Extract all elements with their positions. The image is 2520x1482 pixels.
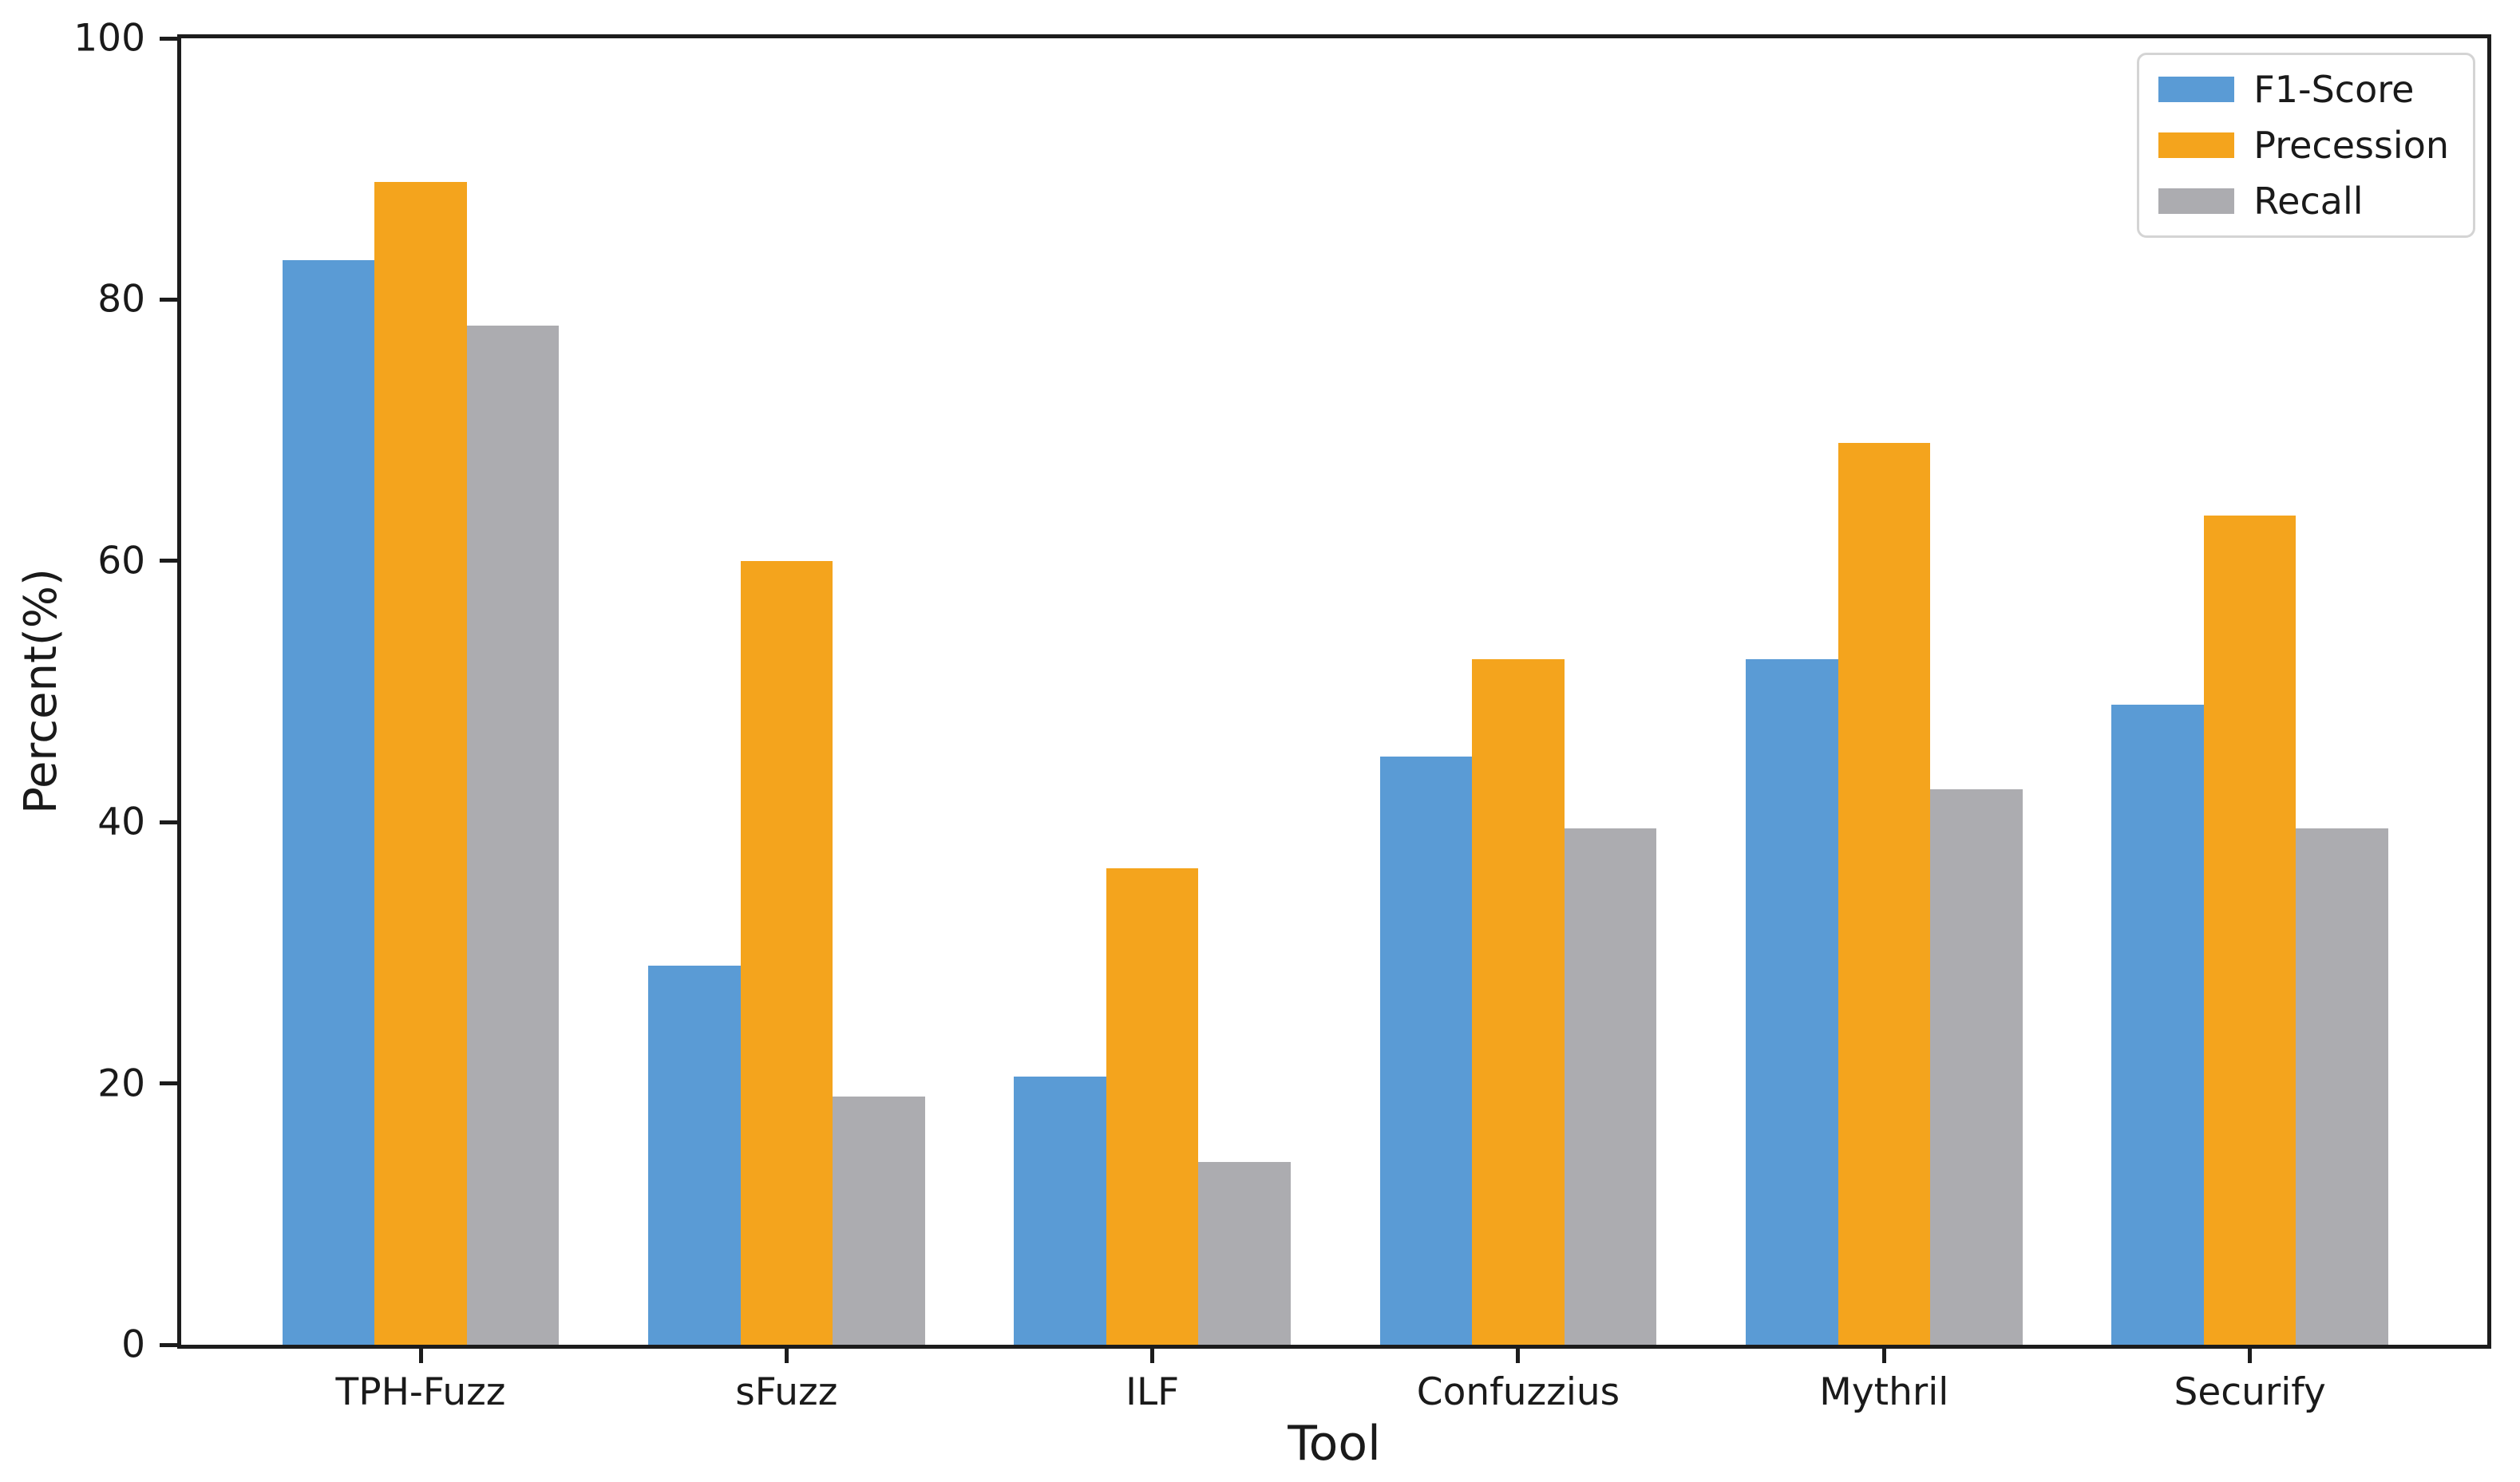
- bar-f1-score-tph-fuzz: [282, 260, 375, 1345]
- legend-label: Precession: [2253, 124, 2449, 167]
- y-tick-mark: [160, 559, 177, 563]
- bar-precession-confuzzius: [1472, 658, 1565, 1345]
- legend: F1-Score Precession Recall: [2137, 53, 2475, 238]
- x-tick-mark: [1881, 1349, 1886, 1363]
- bar-f1-score-confuzzius: [1379, 757, 1473, 1345]
- y-tick-label: 80: [97, 277, 145, 322]
- legend-swatch-icon: [2158, 188, 2235, 214]
- x-tick-label-securify: Securify: [2174, 1370, 2326, 1414]
- bar-precession-securify: [2203, 515, 2296, 1345]
- legend-item-recall: Recall: [2158, 183, 2449, 219]
- bar-recall-mythril: [1930, 789, 2023, 1345]
- x-tick-mark: [1516, 1349, 1521, 1363]
- y-tick-mark: [160, 36, 177, 41]
- x-axis-title: Tool: [1288, 1416, 1381, 1472]
- bar-precession-ilf: [1106, 867, 1199, 1345]
- x-tick-label-sfuzz: sFuzz: [735, 1370, 838, 1414]
- bar-precession-tph-fuzz: [374, 182, 467, 1345]
- x-tick-mark: [784, 1349, 789, 1363]
- y-tick-label: 60: [97, 539, 145, 583]
- bar-f1-score-securify: [2111, 704, 2204, 1345]
- y-tick-mark: [160, 297, 177, 302]
- bar-f1-score-sfuzz: [648, 966, 741, 1345]
- bar-precession-mythril: [1838, 443, 1931, 1345]
- y-tick-label: 100: [73, 16, 145, 61]
- x-tick-label-confuzzius: Confuzzius: [1416, 1370, 1620, 1414]
- x-tick-label-mythril: Mythril: [1819, 1370, 1949, 1414]
- legend-label: Recall: [2253, 180, 2364, 223]
- bar-recall-sfuzz: [833, 1096, 925, 1345]
- legend-item-precession: Precession: [2158, 127, 2449, 164]
- y-tick-label: 40: [97, 800, 145, 844]
- bar-recall-securify: [2296, 828, 2388, 1345]
- legend-label: F1-Score: [2253, 68, 2415, 111]
- y-tick-mark: [160, 820, 177, 824]
- legend-item-f1-score: F1-Score: [2158, 71, 2449, 108]
- bar-f1-score-ilf: [1014, 1077, 1106, 1345]
- bar-precession-sfuzz: [740, 560, 833, 1345]
- x-tick-mark: [418, 1349, 423, 1363]
- y-tick-label: 20: [97, 1061, 145, 1106]
- bar-recall-confuzzius: [1564, 828, 1657, 1345]
- y-axis-title: Percent(%): [15, 568, 67, 814]
- legend-swatch-icon: [2158, 132, 2235, 158]
- x-tick-label-tph-fuzz: TPH-Fuzz: [335, 1370, 506, 1414]
- x-tick-mark: [1150, 1349, 1155, 1363]
- x-tick-label-ilf: ILF: [1125, 1370, 1180, 1414]
- bar-recall-tph-fuzz: [466, 326, 560, 1345]
- bar-f1-score-mythril: [1746, 658, 1838, 1345]
- bar-recall-ilf: [1198, 1161, 1291, 1345]
- y-tick-label: 0: [121, 1322, 145, 1367]
- legend-swatch-icon: [2158, 77, 2235, 102]
- x-tick-mark: [2248, 1349, 2253, 1363]
- plot-area: 0 20 40 60 80 100 TPH-Fuzz sFuzz ILF Confuzzius M…: [73, 20, 2491, 1414]
- y-tick-mark: [160, 1081, 177, 1086]
- y-tick-mark: [160, 1342, 177, 1347]
